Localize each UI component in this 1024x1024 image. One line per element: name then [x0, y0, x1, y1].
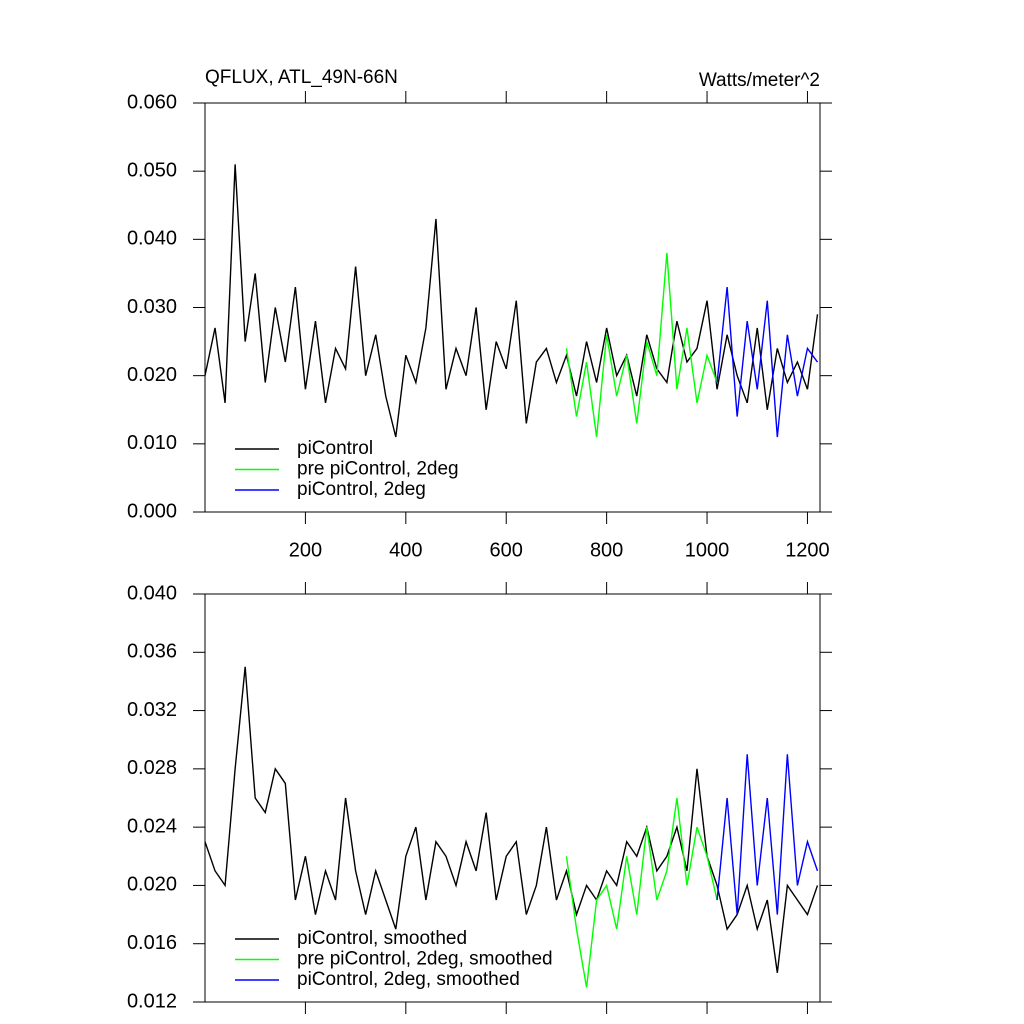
- x-tick-label: 200: [289, 539, 322, 561]
- y-tick-label: 0.028: [127, 757, 177, 779]
- x-tick-label: 1000: [685, 539, 730, 561]
- y-tick-label: 0.032: [127, 699, 177, 721]
- x-tick-label: 400: [389, 539, 422, 561]
- data-line: [204, 164, 819, 438]
- y-tick-label: 0.020: [127, 874, 177, 896]
- y-tick-label: 0.012: [127, 990, 177, 1012]
- y-tick-label: 0.010: [127, 432, 177, 454]
- data-line: [565, 797, 718, 988]
- chart-title: QFLUX, ATL_49N-66N: [205, 67, 398, 88]
- legend-label: piControl, 2deg, smoothed: [297, 969, 520, 990]
- x-tick-label: 800: [590, 539, 623, 561]
- y-tick-label: 0.050: [127, 159, 177, 181]
- y-tick-label: 0.016: [127, 932, 177, 954]
- y-tick-label: 0.060: [127, 91, 177, 113]
- x-tick-label: 600: [490, 539, 523, 561]
- legend-label: piControl: [297, 438, 373, 459]
- data-line: [716, 754, 819, 915]
- plot-frame: [204, 593, 821, 1003]
- data-line: [716, 286, 819, 438]
- y-tick-label: 0.020: [127, 364, 177, 386]
- legend-label: piControl, smoothed: [297, 928, 467, 949]
- legend-label: piControl, 2deg: [297, 479, 426, 500]
- units-label: Watts/meter^2: [699, 70, 820, 91]
- legend-label: pre piControl, 2deg, smoothed: [297, 949, 553, 970]
- y-tick-label: 0.000: [127, 500, 177, 522]
- data-line: [204, 666, 819, 973]
- y-tick-label: 0.040: [127, 228, 177, 250]
- legend-label: pre piControl, 2deg: [297, 459, 459, 480]
- y-tick-label: 0.040: [127, 582, 177, 604]
- y-tick-label: 0.030: [127, 296, 177, 318]
- x-tick-label: 1200: [785, 539, 830, 561]
- data-line: [565, 252, 718, 438]
- y-tick-label: 0.024: [127, 815, 177, 837]
- y-tick-label: 0.036: [127, 641, 177, 663]
